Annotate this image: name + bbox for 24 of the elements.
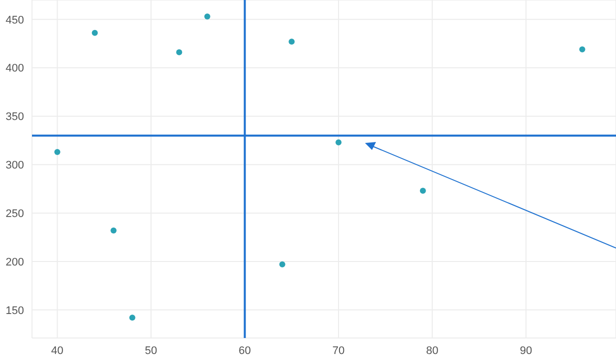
y-tick-label: 450 <box>6 14 24 26</box>
point <box>110 228 117 234</box>
point <box>54 149 60 156</box>
x-tick-label: 80 <box>426 344 438 356</box>
point <box>176 49 182 56</box>
y-tick-label: 250 <box>6 208 24 220</box>
x-tick-label: 50 <box>144 344 158 356</box>
point <box>579 46 586 52</box>
point <box>129 314 136 321</box>
y-tick-label: 300 <box>6 160 24 172</box>
y-tick-label: 350 <box>6 111 24 124</box>
y-tick-label: 200 <box>6 256 24 268</box>
x-tick-label: 70 <box>332 344 345 356</box>
y-tick-label: 150 <box>6 304 24 317</box>
point <box>204 13 210 20</box>
point <box>288 38 295 45</box>
x-tick-label: 90 <box>520 344 532 356</box>
x-tick-label: 60 <box>238 344 251 356</box>
point <box>92 30 98 36</box>
point <box>420 188 426 194</box>
point <box>279 261 286 268</box>
x-tick-label: 40 <box>51 344 64 356</box>
point <box>336 139 342 146</box>
y-tick-label: 400 <box>6 62 24 75</box>
